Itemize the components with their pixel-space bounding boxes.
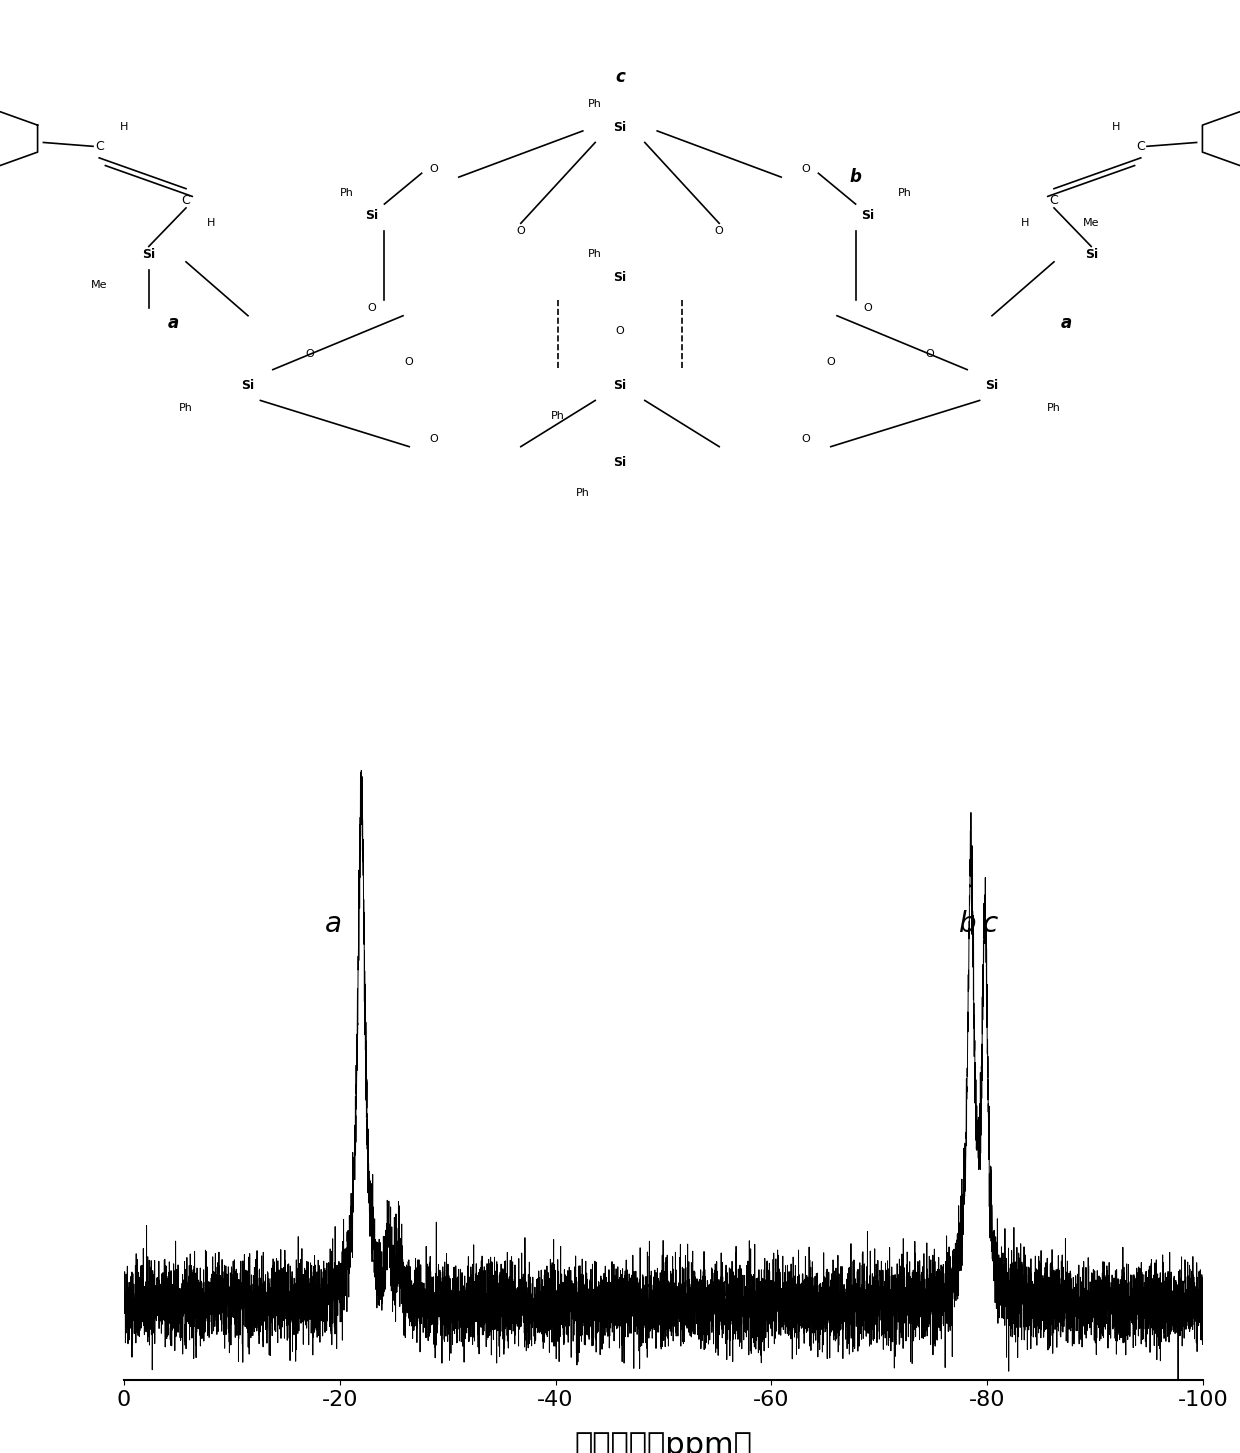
Text: O: O (826, 357, 836, 368)
X-axis label: 化学位移（ppm）: 化学位移（ppm） (574, 1431, 753, 1453)
Text: H: H (1021, 218, 1029, 228)
Text: Ph: Ph (588, 99, 603, 109)
Text: C: C (181, 193, 191, 206)
Text: $\mathit{b}$: $\mathit{b}$ (959, 910, 976, 939)
Text: a: a (167, 314, 180, 333)
Text: H: H (120, 122, 128, 132)
Text: O: O (863, 304, 873, 312)
Text: a: a (1060, 314, 1073, 333)
Text: Si: Si (986, 379, 998, 391)
Text: Ph: Ph (179, 402, 193, 413)
Text: c: c (615, 68, 625, 86)
Text: C: C (94, 139, 104, 153)
Text: Ph: Ph (340, 187, 355, 198)
Text: C: C (1136, 139, 1146, 153)
Text: Si: Si (862, 209, 874, 222)
Text: Si: Si (366, 209, 378, 222)
Text: O: O (615, 325, 625, 336)
Text: O: O (367, 304, 377, 312)
Text: Ph: Ph (1047, 402, 1061, 413)
Text: O: O (305, 349, 315, 359)
Text: Si: Si (242, 379, 254, 391)
Text: Ph: Ph (588, 248, 603, 259)
Text: Si: Si (614, 379, 626, 391)
Text: Ph: Ph (898, 187, 913, 198)
Text: Si: Si (614, 456, 626, 468)
Text: Me: Me (91, 280, 108, 291)
Text: O: O (925, 349, 935, 359)
Text: $\mathit{c}$: $\mathit{c}$ (982, 910, 998, 939)
Text: O: O (429, 164, 439, 174)
Text: O: O (404, 357, 414, 368)
Text: O: O (516, 227, 526, 235)
Text: H: H (207, 218, 215, 228)
Text: O: O (801, 164, 811, 174)
Text: C: C (1049, 193, 1059, 206)
Text: Me: Me (1083, 218, 1100, 228)
Text: Si: Si (614, 270, 626, 283)
Text: Ph: Ph (575, 488, 590, 498)
Text: O: O (429, 434, 439, 445)
Text: Ph: Ph (551, 411, 565, 421)
Text: O: O (801, 434, 811, 445)
Text: O: O (714, 227, 724, 235)
Text: Si: Si (143, 247, 155, 260)
Text: $\mathit{a}$: $\mathit{a}$ (324, 910, 341, 939)
Text: Si: Si (1085, 247, 1097, 260)
Text: b: b (849, 169, 862, 186)
Text: H: H (1112, 122, 1120, 132)
Text: Si: Si (614, 121, 626, 134)
